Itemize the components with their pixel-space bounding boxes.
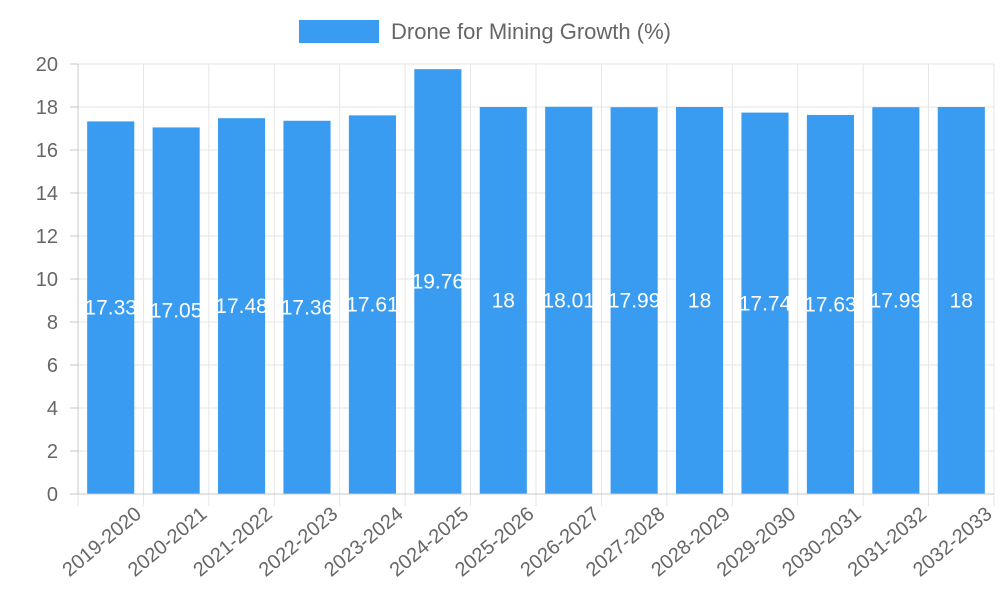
y-tick-label: 16 xyxy=(36,140,58,162)
bar[interactable] xyxy=(806,114,854,494)
y-tick-label: 12 xyxy=(36,226,58,248)
bar-value-label: 17.63 xyxy=(804,293,857,316)
y-tick-label: 8 xyxy=(47,312,58,334)
bar[interactable] xyxy=(610,107,658,494)
bar-value-label: 17.74 xyxy=(739,292,792,315)
bar[interactable] xyxy=(741,112,789,494)
y-tick-label: 18 xyxy=(36,97,58,119)
bar[interactable] xyxy=(676,107,724,494)
legend-swatch xyxy=(299,20,379,43)
bar-value-label: 17.61 xyxy=(346,294,399,317)
bar[interactable] xyxy=(283,120,331,494)
bar[interactable] xyxy=(937,107,985,494)
y-tick-label: 6 xyxy=(47,355,58,377)
legend-label: Drone for Mining Growth (%) xyxy=(391,19,671,44)
bar-value-label: 17.48 xyxy=(215,295,268,318)
bar-value-label: 18 xyxy=(688,290,711,313)
bars xyxy=(87,69,985,495)
y-tick-label: 2 xyxy=(47,441,58,463)
bar-value-label: 17.99 xyxy=(608,290,661,313)
bar-value-label: 18.01 xyxy=(542,289,595,312)
bar-value-label: 17.33 xyxy=(84,297,137,320)
y-tick-label: 10 xyxy=(36,269,58,291)
legend[interactable]: Drone for Mining Growth (%) xyxy=(299,19,671,44)
bar-value-label: 17.05 xyxy=(150,300,203,323)
bar[interactable] xyxy=(218,118,266,495)
bar[interactable] xyxy=(87,121,135,494)
bar[interactable] xyxy=(479,107,527,494)
y-tick-label: 20 xyxy=(36,54,58,76)
bar[interactable] xyxy=(414,69,462,494)
bar-value-label: 18 xyxy=(950,290,973,313)
bar[interactable] xyxy=(872,107,920,494)
bar-value-label: 18 xyxy=(492,290,515,313)
bar-value-label: 17.36 xyxy=(281,296,334,319)
bar-value-label: 19.76 xyxy=(412,271,465,294)
y-tick-label: 14 xyxy=(36,183,58,205)
bar[interactable] xyxy=(545,106,593,494)
axes xyxy=(70,63,994,495)
bar[interactable] xyxy=(152,127,200,495)
bar-value-label: 17.99 xyxy=(870,290,923,313)
y-tick-label: 0 xyxy=(47,484,58,506)
bar[interactable] xyxy=(348,115,396,494)
y-tick-label: 4 xyxy=(47,398,58,420)
grid xyxy=(77,63,995,506)
